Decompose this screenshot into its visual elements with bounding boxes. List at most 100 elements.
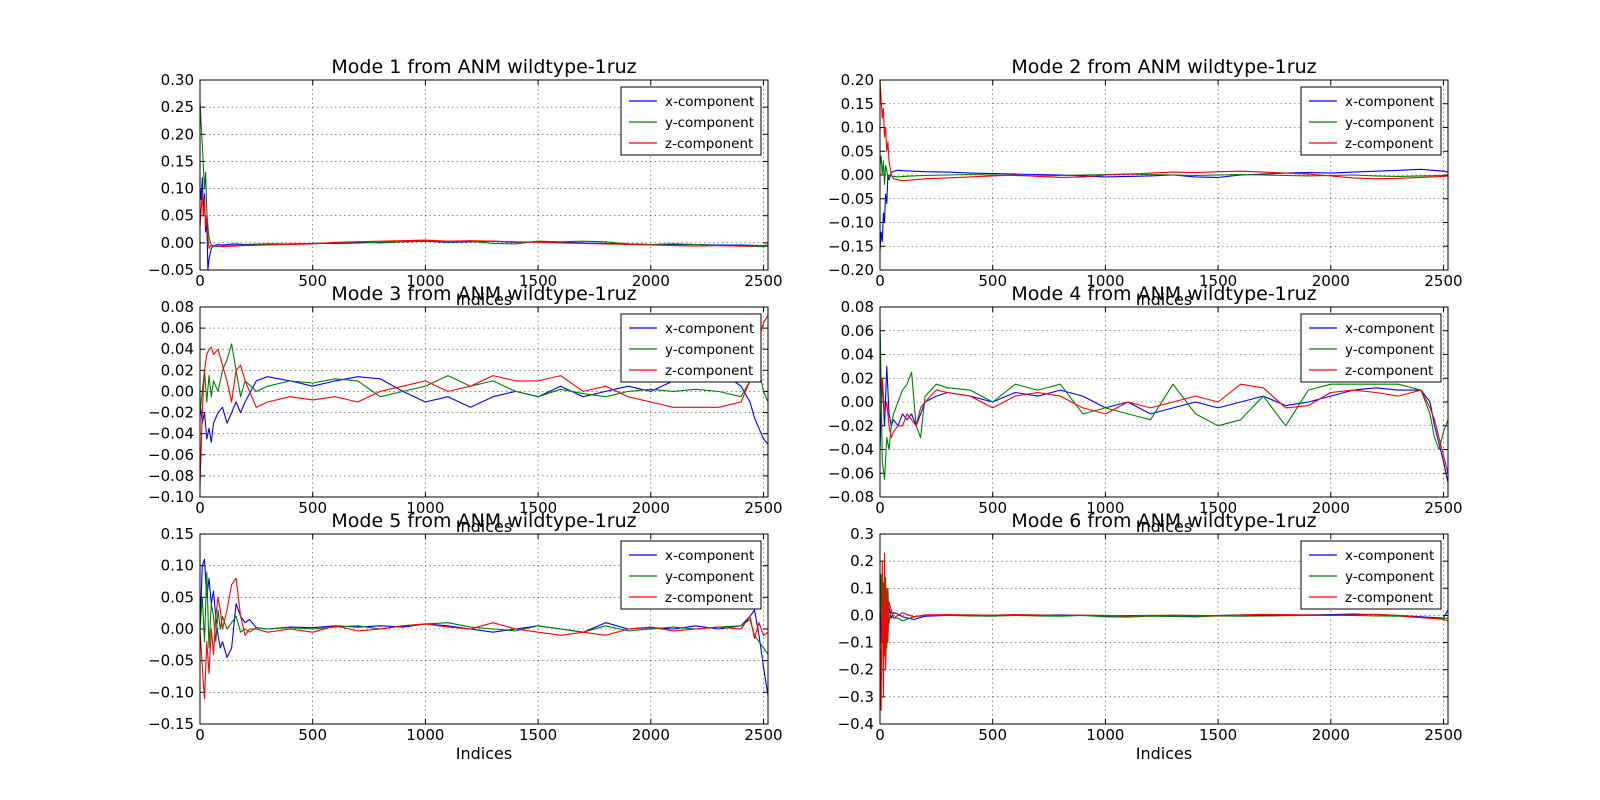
mode-3-panel: 0 500 1000 1500 2000 2500 −0.10 −0.08 −0.06 −0.04… [148, 283, 783, 536]
y-tick-label: −0.06 [148, 446, 194, 464]
series-line-z-component [880, 80, 1448, 182]
plot-frame [879, 533, 1449, 725]
x-tick-label: 500 [978, 726, 1007, 744]
y-tick-label: 0.00 [161, 382, 194, 400]
series-line-x-component [880, 168, 1448, 252]
series-line-z-component [200, 577, 768, 700]
series-line-y-component [200, 571, 768, 655]
legend-label: x-component [665, 321, 754, 337]
x-tick-label: 2000 [632, 726, 670, 744]
x-tick-label: 0 [875, 726, 885, 744]
series-line-x-component [200, 177, 768, 270]
y-tick-label: 0.1 [850, 579, 874, 597]
y-tick-label: −0.08 [828, 488, 874, 506]
legend-box [620, 86, 762, 156]
x-tick-label: 500 [298, 499, 327, 517]
chart-title: Mode 5 from ANM wildtype-1ruz [331, 510, 636, 532]
series-line-y-component [880, 155, 1448, 186]
y-tick-label: 0.10 [161, 180, 194, 198]
y-tick-label: 0.10 [161, 557, 194, 575]
y-tick-label: 0.00 [841, 393, 874, 411]
x-tick-label: 2500 [1424, 499, 1462, 517]
y-tick-label: 0.20 [841, 71, 874, 89]
x-tick-label: 1000 [406, 272, 444, 290]
legend-label: y-component [665, 342, 754, 358]
y-tick-label: −0.15 [148, 715, 194, 733]
chart-title: Mode 6 from ANM wildtype-1ruz [1011, 510, 1316, 532]
y-tick-label: 0.30 [161, 71, 194, 89]
y-tick-label: −0.3 [838, 688, 874, 706]
mode-6-panel: 0 500 1000 1500 2000 2500 −0.4 −0.3 −0.2 −0.1 0.0 0… [838, 510, 1463, 763]
x-axis-label: Indices [1136, 290, 1192, 309]
legend: x-component y-component z-component [1300, 540, 1442, 610]
y-tick-label: 0.06 [841, 322, 874, 340]
y-tick-label: −0.05 [828, 190, 874, 208]
series-line-z-component [200, 315, 768, 487]
legend: x-component y-component z-component [620, 540, 762, 610]
x-tick-label: 2500 [744, 499, 782, 517]
legend-label: z-component [665, 136, 753, 152]
legend-box [620, 540, 762, 610]
plot-frame [199, 306, 769, 498]
x-tick-label: 2000 [1312, 726, 1350, 744]
x-tick-label: 500 [298, 272, 327, 290]
y-tick-label: −0.15 [828, 237, 874, 255]
y-tick-label: 0.15 [841, 95, 874, 113]
legend-label: z-component [1345, 363, 1433, 379]
x-tick-label: 0 [195, 499, 205, 517]
y-tick-label: −0.10 [148, 488, 194, 506]
x-tick-label: 1500 [519, 499, 557, 517]
legend-label: z-component [665, 363, 753, 379]
y-tick-label: −0.1 [838, 634, 874, 652]
x-tick-label: 1000 [1086, 499, 1124, 517]
x-tick-label: 2500 [744, 726, 782, 744]
y-tick-label: 0.04 [841, 346, 874, 364]
y-tick-label: −0.10 [148, 683, 194, 701]
y-tick-label: 0.02 [841, 369, 874, 387]
y-tick-label: 0.15 [161, 152, 194, 170]
x-tick-label: 1000 [1086, 272, 1124, 290]
y-tick-label: 0.05 [161, 588, 194, 606]
x-tick-label: 2000 [1312, 272, 1350, 290]
legend-label: z-component [1345, 136, 1433, 152]
y-tick-label: 0.02 [161, 361, 194, 379]
x-tick-label: 2500 [744, 272, 782, 290]
legend-box [620, 313, 762, 383]
legend-label: x-component [1345, 548, 1434, 564]
y-tick-label: 0.00 [161, 234, 194, 252]
x-tick-label: 0 [875, 272, 885, 290]
y-tick-label: 0.04 [161, 340, 194, 358]
series-line-y-component [200, 343, 768, 413]
y-tick-label: −0.02 [828, 417, 874, 435]
legend-label: z-component [1345, 590, 1433, 606]
mode-5-panel: 0 500 1000 1500 2000 2500 −0.15 −0.10 −0.05 0.00 0… [148, 510, 783, 763]
plot-frame [199, 79, 769, 271]
y-tick-label: −0.05 [148, 261, 194, 279]
y-tick-label: −0.20 [828, 261, 874, 279]
legend: x-component y-component z-component [1300, 313, 1442, 383]
x-tick-label: 2000 [632, 272, 670, 290]
series-line-z-component [880, 377, 1448, 474]
x-tick-label: 0 [875, 499, 885, 517]
legend-label: z-component [665, 590, 753, 606]
legend-label: y-component [665, 115, 754, 131]
y-tick-label: −0.4 [838, 715, 874, 733]
legend-label: x-component [1345, 321, 1434, 337]
y-tick-label: −0.08 [148, 467, 194, 485]
y-tick-label: 0.10 [841, 119, 874, 137]
series-line-z-component [880, 552, 1448, 711]
y-tick-label: 0.25 [161, 98, 194, 116]
x-tick-label: 2500 [1424, 726, 1462, 744]
mode-1-panel: 0 500 1000 1500 2000 2500 −0.05 0.00 0.05 0.10 0.1… [148, 56, 783, 309]
plot-frame [199, 533, 769, 725]
legend-box [1300, 86, 1442, 156]
legend-label: x-component [1345, 94, 1434, 110]
y-tick-label: 0.08 [161, 298, 194, 316]
y-tick-label: −0.06 [828, 464, 874, 482]
y-tick-label: 0.05 [161, 207, 194, 225]
y-tick-label: −0.04 [828, 441, 874, 459]
legend-box [1300, 540, 1442, 610]
y-tick-label: −0.2 [838, 661, 874, 679]
x-axis-label: Indices [456, 744, 512, 763]
